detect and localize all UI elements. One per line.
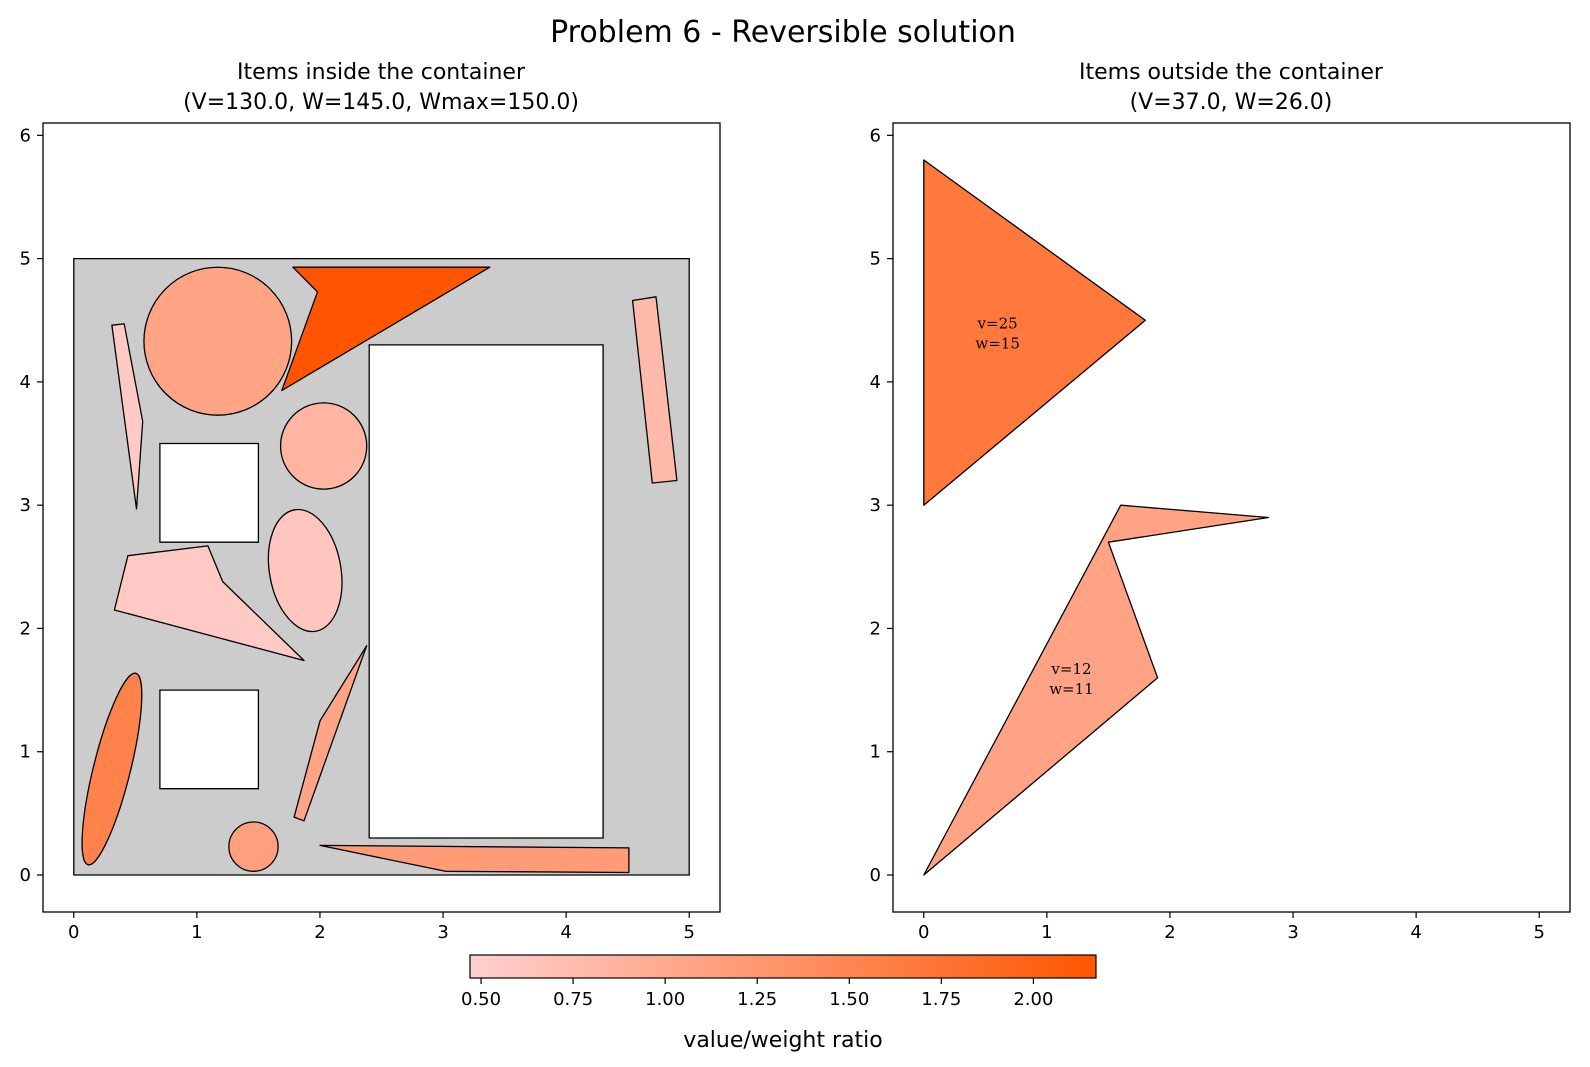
- panel-inside-title-line2: (V=130.0, W=145.0, Wmax=150.0): [183, 90, 579, 115]
- outside-arrow: [923, 504, 1270, 876]
- x-tick-label: 4: [560, 922, 571, 943]
- colorbar-tick-label: 0.75: [553, 989, 593, 1010]
- y-tick-label: 2: [20, 618, 31, 639]
- item-quad-left: [113, 545, 305, 662]
- item-large-circle: [143, 266, 293, 416]
- panel-inside-frame: [42, 122, 721, 913]
- x-tick-label: 5: [684, 922, 695, 943]
- colorbar-gradient: [469, 954, 1097, 979]
- x-tick-label: 3: [1287, 922, 1298, 943]
- panel-outside-frame: [892, 122, 1571, 913]
- y-tick-label: 0: [870, 865, 881, 886]
- outside-triangle-weight-label: w=15: [975, 335, 1020, 353]
- y-tick-label: 3: [870, 495, 881, 516]
- x-tick-label: 4: [1410, 922, 1421, 943]
- colorbar-tick-label: 1.25: [737, 989, 777, 1010]
- hole-upper-square: [159, 442, 260, 543]
- panel-outside-ticks: 0 1 2 3 4 5 0 1 2 3 4 5 6: [870, 125, 1545, 943]
- item-small-circle-lower: [228, 821, 279, 872]
- y-tick-label: 4: [870, 372, 881, 393]
- y-tick-label: 6: [20, 125, 31, 146]
- x-tick-label: 0: [918, 922, 929, 943]
- panel-outside-title-line1: Items outside the container: [1079, 60, 1384, 85]
- y-tick-label: 2: [870, 618, 881, 639]
- x-tick-label: 3: [437, 922, 448, 943]
- colorbar-tick-label: 1.75: [921, 989, 961, 1010]
- colorbar-label: value/weight ratio: [683, 1028, 882, 1053]
- panel-inside-title-line1: Items inside the container: [237, 60, 526, 85]
- item-thin-spike-middle: [293, 645, 368, 822]
- hole-large: [368, 344, 604, 839]
- panel-outside-title-line2: (V=37.0, W=26.0): [1130, 90, 1333, 115]
- figure-suptitle: Problem 6 - Reversible solution: [550, 15, 1016, 50]
- x-tick-label: 1: [1041, 922, 1052, 943]
- colorbar-tick-label: 1.00: [645, 989, 685, 1010]
- item-oval-long: [81, 672, 143, 866]
- y-tick-label: 1: [20, 742, 31, 763]
- colorbar-ticks: 0.50 0.75 1.00 1.25 1.50 1.75 2.00: [461, 978, 1053, 1010]
- panel-inside-ticks: 0 1 2 3 4 5 0 1 2 3 4 5 6: [20, 125, 695, 943]
- y-tick-label: 5: [20, 249, 31, 270]
- item-big-triangle: [281, 266, 491, 392]
- y-tick-label: 0: [20, 865, 31, 886]
- outside-triangle-value-label: v=25: [977, 315, 1018, 333]
- hole-lower-square: [159, 689, 260, 790]
- panel-inside: Items inside the container (V=130.0, W=1…: [20, 60, 721, 943]
- y-tick-label: 4: [20, 372, 31, 393]
- colorbar-tick-label: 0.50: [461, 989, 501, 1010]
- panel-outside: Items outside the container (V=37.0, W=2…: [870, 60, 1571, 943]
- item-thin-spike-left: [111, 323, 144, 510]
- colorbar: 0.50 0.75 1.00 1.25 1.50 1.75 2.00 value/weigh…: [461, 954, 1097, 1053]
- outside-arrow-weight-label: w=11: [1049, 680, 1094, 698]
- colorbar-tick-label: 1.50: [829, 989, 869, 1010]
- outside-arrow-value-label: v=12: [1050, 660, 1091, 678]
- item-small-circle-upper: [279, 402, 368, 490]
- x-tick-label: 2: [1164, 922, 1175, 943]
- x-tick-label: 0: [68, 922, 79, 943]
- y-tick-label: 1: [870, 742, 881, 763]
- outside-triangle: [923, 159, 1146, 506]
- x-tick-label: 1: [191, 922, 202, 943]
- panel-inside-plot-area: [73, 257, 690, 876]
- y-tick-label: 5: [870, 249, 881, 270]
- colorbar-tick-label: 2.00: [1013, 989, 1053, 1010]
- item-wedge-bottom: [319, 844, 630, 874]
- x-tick-label: 2: [314, 922, 325, 943]
- item-oval-middle: [267, 508, 343, 633]
- y-tick-label: 3: [20, 495, 31, 516]
- x-tick-label: 5: [1534, 922, 1545, 943]
- panel-outside-plot-area: v=25 w=15 v=12 w=11: [923, 159, 1270, 876]
- item-rect-right: [631, 296, 678, 484]
- y-tick-label: 6: [870, 125, 881, 146]
